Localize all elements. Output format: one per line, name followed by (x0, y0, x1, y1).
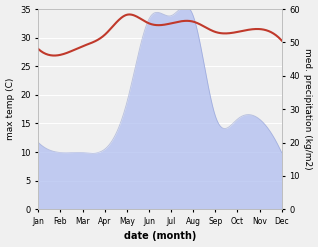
Y-axis label: med. precipitation (kg/m2): med. precipitation (kg/m2) (303, 48, 313, 170)
X-axis label: date (month): date (month) (124, 231, 196, 242)
Y-axis label: max temp (C): max temp (C) (5, 78, 15, 140)
